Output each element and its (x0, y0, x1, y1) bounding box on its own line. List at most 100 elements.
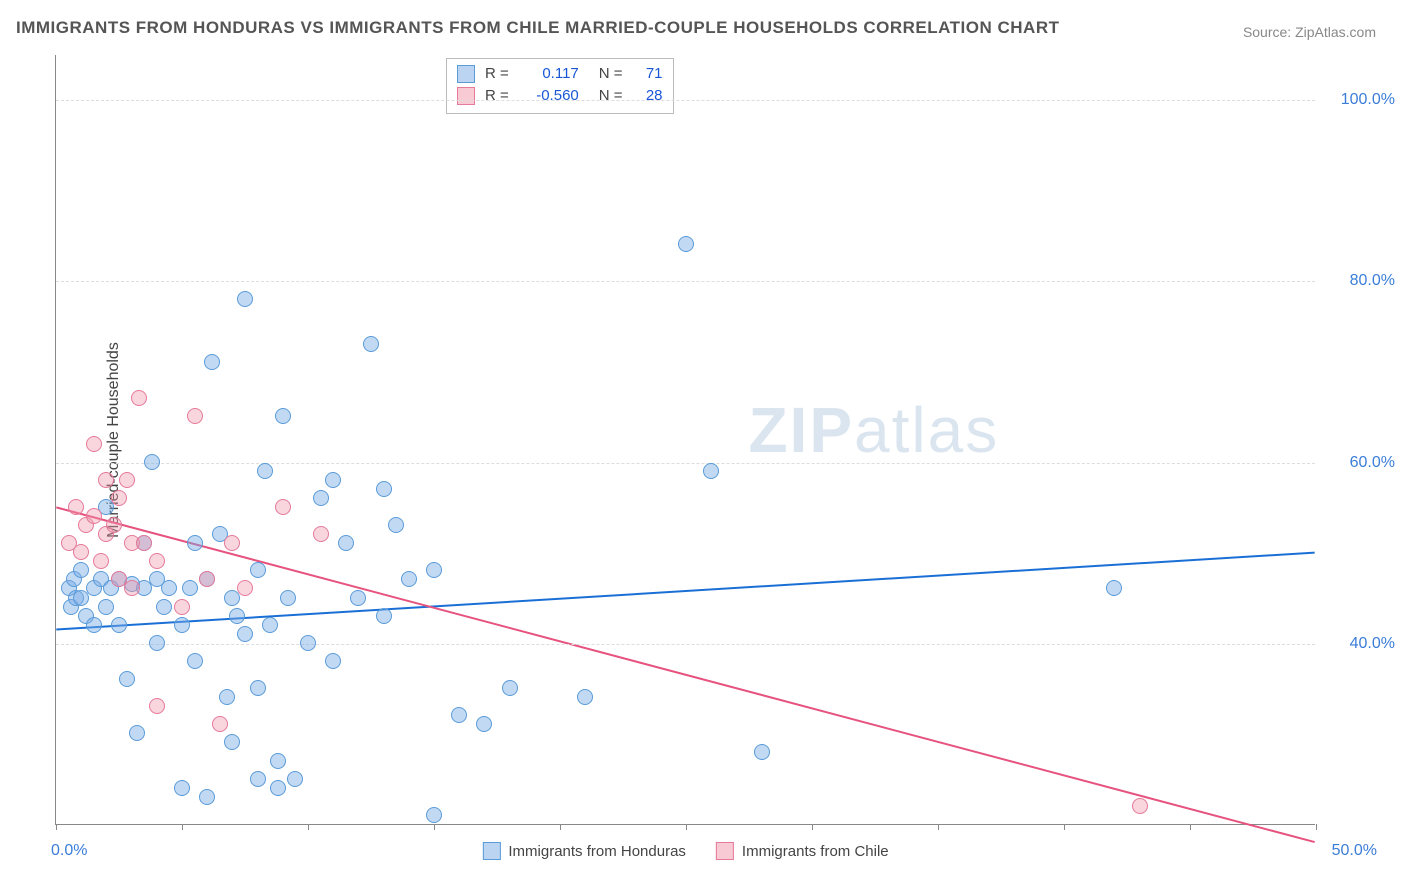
data-point (350, 590, 366, 606)
data-point (678, 236, 694, 252)
data-point (325, 653, 341, 669)
data-point (250, 680, 266, 696)
data-point (86, 436, 102, 452)
data-point (237, 580, 253, 596)
data-point (325, 472, 341, 488)
x-tick (938, 824, 939, 830)
data-point (224, 535, 240, 551)
trend-lines (56, 55, 1315, 824)
data-point (1132, 798, 1148, 814)
x-tick (812, 824, 813, 830)
data-point (262, 617, 278, 633)
data-point (275, 408, 291, 424)
data-point (73, 562, 89, 578)
data-point (250, 562, 266, 578)
data-point (257, 463, 273, 479)
data-point (68, 499, 84, 515)
x-tick (182, 824, 183, 830)
data-point (376, 481, 392, 497)
data-point (754, 744, 770, 760)
data-point (161, 580, 177, 596)
data-point (119, 671, 135, 687)
data-point (106, 517, 122, 533)
data-point (187, 408, 203, 424)
data-point (174, 599, 190, 615)
legend-swatch (457, 87, 475, 105)
data-point (174, 617, 190, 633)
data-point (124, 580, 140, 596)
x-tick (686, 824, 687, 830)
data-point (300, 635, 316, 651)
data-point (426, 807, 442, 823)
x-tick (308, 824, 309, 830)
x-tick (1316, 824, 1317, 830)
stats-box: R =0.117N =71R =-0.560N =28 (446, 58, 674, 114)
data-point (287, 771, 303, 787)
data-point (224, 734, 240, 750)
data-point (1106, 580, 1122, 596)
data-point (131, 390, 147, 406)
data-point (199, 789, 215, 805)
data-point (149, 698, 165, 714)
y-tick-label: 40.0% (1325, 635, 1395, 653)
data-point (703, 463, 719, 479)
data-point (98, 599, 114, 615)
data-point (111, 490, 127, 506)
data-point (129, 725, 145, 741)
data-point (313, 526, 329, 542)
legend-swatch (457, 65, 475, 83)
x-tick (1064, 824, 1065, 830)
data-point (199, 571, 215, 587)
data-point (476, 716, 492, 732)
data-point (111, 617, 127, 633)
data-point (187, 653, 203, 669)
data-point (73, 544, 89, 560)
plot-area: Married-couple Households ZIPatlas R =0.… (55, 55, 1315, 825)
legend-label: Immigrants from Chile (742, 843, 889, 860)
grid-line (56, 644, 1315, 645)
data-point (451, 707, 467, 723)
data-point (86, 617, 102, 633)
data-point (502, 680, 518, 696)
data-point (388, 517, 404, 533)
data-point (86, 508, 102, 524)
x-tick (1190, 824, 1191, 830)
data-point (376, 608, 392, 624)
data-point (219, 689, 235, 705)
data-point (338, 535, 354, 551)
data-point (212, 716, 228, 732)
data-point (250, 771, 266, 787)
data-point (93, 553, 109, 569)
data-point (577, 689, 593, 705)
legend-swatch (482, 842, 500, 860)
legend-item: Immigrants from Chile (716, 842, 889, 860)
source-text: Source: ZipAtlas.com (1243, 24, 1376, 40)
bottom-legend: Immigrants from Honduras Immigrants from … (482, 842, 888, 860)
data-point (401, 571, 417, 587)
data-point (149, 553, 165, 569)
grid-line (56, 463, 1315, 464)
x-tick-label: 50.0% (1332, 842, 1377, 860)
data-point (280, 590, 296, 606)
data-point (426, 562, 442, 578)
data-point (237, 291, 253, 307)
data-point (149, 635, 165, 651)
data-point (237, 626, 253, 642)
legend-item: Immigrants from Honduras (482, 842, 686, 860)
data-point (174, 780, 190, 796)
x-tick (56, 824, 57, 830)
chart-title: IMMIGRANTS FROM HONDURAS VS IMMIGRANTS F… (16, 18, 1060, 38)
x-tick (434, 824, 435, 830)
legend-label: Immigrants from Honduras (508, 843, 686, 860)
y-tick-label: 100.0% (1325, 91, 1395, 109)
data-point (270, 780, 286, 796)
data-point (136, 535, 152, 551)
y-tick-label: 80.0% (1325, 272, 1395, 290)
data-point (313, 490, 329, 506)
legend-swatch (716, 842, 734, 860)
x-tick (560, 824, 561, 830)
data-point (144, 454, 160, 470)
data-point (182, 580, 198, 596)
stats-row: R =-0.560N =28 (457, 85, 663, 107)
stats-row: R =0.117N =71 (457, 63, 663, 85)
